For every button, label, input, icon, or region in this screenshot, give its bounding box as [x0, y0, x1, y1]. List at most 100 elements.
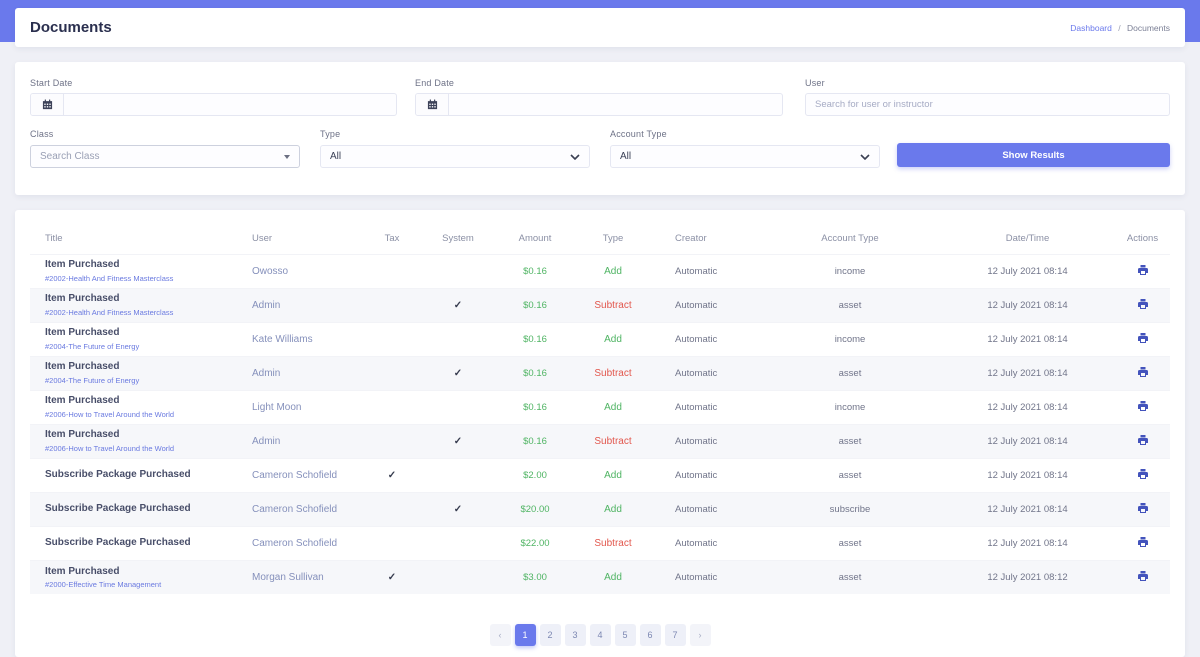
- print-button[interactable]: [1135, 296, 1151, 315]
- row-type: Add: [604, 401, 622, 413]
- account-type-select[interactable]: All: [610, 145, 880, 168]
- row-user-link[interactable]: Admin: [252, 435, 281, 447]
- row-account-type: asset: [838, 537, 862, 549]
- row-amount: $20.00: [520, 503, 550, 515]
- row-tax-check: [357, 390, 427, 424]
- row-amount: $3.00: [523, 571, 547, 583]
- row-system-check: [427, 526, 489, 560]
- page-header: Documents Dashboard / Documents: [15, 8, 1185, 47]
- print-button[interactable]: [1135, 568, 1151, 587]
- pagination-page-7[interactable]: 7: [664, 624, 686, 646]
- printer-icon: [1137, 502, 1149, 517]
- row-amount: $0.16: [523, 435, 547, 447]
- row-subtitle-link[interactable]: #2004-The Future of Energy: [45, 341, 140, 351]
- row-user-link[interactable]: Cameron Schofield: [252, 537, 338, 549]
- printer-icon: [1137, 434, 1149, 449]
- row-subtitle-link[interactable]: #2002-Health And Fitness Masterclass: [45, 273, 174, 283]
- row-system-check: [427, 458, 489, 492]
- row-amount: $2.00: [523, 469, 547, 481]
- row-title: Subscribe Package Purchased: [45, 536, 191, 548]
- pagination-page-1[interactable]: 1: [514, 624, 536, 646]
- col-account-type: Account Type: [821, 233, 879, 245]
- row-user-link[interactable]: Kate Williams: [252, 333, 313, 345]
- row-datetime: 12 July 2021 08:14: [987, 537, 1068, 549]
- filters-panel: Start Date End Date: [15, 62, 1185, 195]
- row-user-link[interactable]: Admin: [252, 299, 281, 311]
- row-tax-check: ✓: [387, 469, 397, 481]
- col-creator: Creator: [675, 233, 707, 245]
- calendar-icon[interactable]: [31, 94, 64, 115]
- row-subtitle-link[interactable]: #2000-Effective Time Management: [45, 580, 162, 589]
- pagination-prev-button[interactable]: ‹: [489, 624, 511, 646]
- row-tax-check: [357, 492, 427, 526]
- pagination-page-2[interactable]: 2: [539, 624, 561, 646]
- row-datetime: 12 July 2021 08:12: [987, 571, 1068, 583]
- row-user-link[interactable]: Owosso: [252, 265, 289, 277]
- row-title: Item Purchased: [45, 429, 120, 441]
- row-tax-check: [357, 288, 427, 322]
- row-subtitle-link[interactable]: #2006-How to Travel Around the World: [45, 443, 175, 453]
- type-select[interactable]: All: [320, 145, 590, 168]
- table-row: Item Purchased #2000-Effective Time Mana…: [30, 560, 1170, 594]
- col-amount: Amount: [518, 233, 552, 245]
- class-select-placeholder: Search Class: [40, 151, 100, 162]
- printer-icon: [1137, 264, 1149, 279]
- row-type: Add: [604, 469, 622, 481]
- print-button[interactable]: [1135, 534, 1151, 553]
- row-creator: Automatic: [675, 503, 718, 515]
- breadcrumb-dashboard-link[interactable]: Dashboard: [1070, 22, 1112, 33]
- col-type: Type: [602, 233, 624, 245]
- pagination-page-5[interactable]: 5: [614, 624, 636, 646]
- row-creator: Automatic: [675, 537, 718, 549]
- end-date-input[interactable]: [449, 94, 782, 115]
- row-user-link[interactable]: Admin: [252, 367, 281, 379]
- calendar-icon[interactable]: [416, 94, 449, 115]
- start-date-input[interactable]: [64, 94, 396, 115]
- pagination-next-button[interactable]: ›: [689, 624, 711, 646]
- print-button[interactable]: [1135, 432, 1151, 451]
- pagination-page-4[interactable]: 4: [589, 624, 611, 646]
- chevron-down-icon: [570, 153, 580, 160]
- row-subtitle-link[interactable]: #2004-The Future of Energy: [45, 375, 140, 385]
- row-tax-check: [357, 322, 427, 356]
- row-title: Item Purchased: [45, 565, 120, 577]
- row-creator: Automatic: [675, 333, 718, 345]
- print-button[interactable]: [1135, 466, 1151, 485]
- row-datetime: 12 July 2021 08:14: [987, 299, 1068, 311]
- show-results-button[interactable]: Show Results: [897, 143, 1170, 167]
- col-tax: Tax: [384, 233, 400, 245]
- row-creator: Automatic: [675, 401, 718, 413]
- print-button[interactable]: [1135, 330, 1151, 349]
- breadcrumb: Dashboard / Documents: [1070, 23, 1170, 33]
- printer-icon: [1137, 332, 1149, 347]
- documents-table: Title User Tax System Amount Type Creato…: [30, 224, 1170, 594]
- user-field: User: [805, 78, 1170, 116]
- class-field: Class Search Class: [30, 129, 300, 168]
- row-subtitle-link[interactable]: #2002-Health And Fitness Masterclass: [45, 307, 174, 317]
- print-button[interactable]: [1135, 500, 1151, 519]
- end-date-label: End Date: [415, 78, 455, 88]
- chevron-down-icon: [284, 154, 290, 159]
- pagination-page-6[interactable]: 6: [639, 624, 661, 646]
- row-user-link[interactable]: Cameron Schofield: [252, 503, 338, 515]
- row-user-link[interactable]: Cameron Schofield: [252, 469, 338, 481]
- row-user-link[interactable]: Morgan Sullivan: [252, 571, 324, 583]
- class-select[interactable]: Search Class: [30, 145, 300, 168]
- print-button[interactable]: [1135, 364, 1151, 383]
- user-label: User: [805, 78, 825, 88]
- col-actions: Actions: [1126, 233, 1159, 245]
- print-button[interactable]: [1135, 262, 1151, 281]
- row-amount: $0.16: [523, 265, 547, 277]
- row-system-check: [427, 254, 489, 288]
- row-type: Add: [604, 571, 622, 583]
- row-creator: Automatic: [675, 469, 718, 481]
- row-title: Item Purchased: [45, 361, 120, 373]
- account-type-select-value: All: [620, 151, 632, 162]
- print-button[interactable]: [1135, 398, 1151, 417]
- row-user-link[interactable]: Light Moon: [252, 401, 302, 413]
- pagination-page-3[interactable]: 3: [564, 624, 586, 646]
- row-creator: Automatic: [675, 265, 718, 277]
- row-subtitle-link[interactable]: #2006-How to Travel Around the World: [45, 409, 175, 419]
- row-title: Item Purchased: [45, 293, 120, 305]
- user-search-input[interactable]: [805, 93, 1170, 116]
